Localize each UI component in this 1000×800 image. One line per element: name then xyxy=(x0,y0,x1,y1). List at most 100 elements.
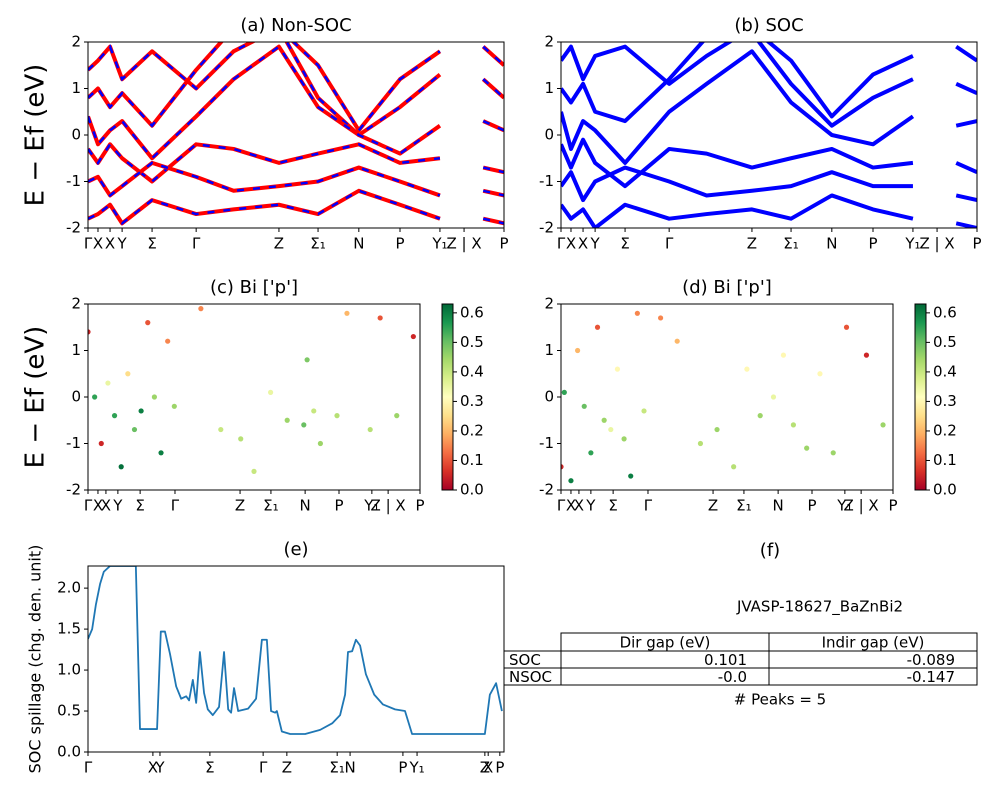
y-tick-label: 2.0 xyxy=(57,579,81,597)
point xyxy=(594,324,601,330)
x-tick-label: Z xyxy=(274,235,284,253)
y-tick-label: -1 xyxy=(539,172,554,190)
plot-area xyxy=(88,42,504,226)
y-tick-label: 1 xyxy=(71,341,81,359)
colorbar xyxy=(914,303,927,491)
axes-frame xyxy=(87,303,421,491)
x-tick-label: X xyxy=(93,497,103,515)
y-tick-label: 1 xyxy=(71,79,81,97)
y-tick-label: 0 xyxy=(71,126,81,144)
x-tick-label: Γ xyxy=(644,497,653,515)
x-tick-label: Z | X xyxy=(371,497,406,515)
band-dash xyxy=(88,189,504,226)
colorbar-tick-label: 0.3 xyxy=(933,392,957,410)
x-tick-label: X xyxy=(101,497,111,515)
x-tick-label: N xyxy=(826,235,837,253)
point xyxy=(111,413,118,419)
x-tick-label: Γ xyxy=(192,235,201,253)
x-tick-label: P xyxy=(495,759,504,777)
point xyxy=(770,394,777,400)
x-tick-label: X xyxy=(566,497,576,515)
colorbar-tick-label: 0.0 xyxy=(460,481,484,499)
row-label: NSOC xyxy=(509,668,552,686)
x-tick-label: P xyxy=(972,235,981,253)
x-tick-label: Y₁ xyxy=(836,497,852,515)
x-tick-label: X xyxy=(566,235,576,253)
y-tick-label: 1.0 xyxy=(57,661,81,679)
point xyxy=(561,389,567,395)
panel-title: (f) xyxy=(760,540,780,561)
x-tick-label: X xyxy=(574,497,584,515)
point xyxy=(658,315,664,321)
band-line xyxy=(561,49,977,165)
x-tick-label: Y₁ xyxy=(904,235,920,253)
point xyxy=(614,366,621,372)
point xyxy=(575,347,581,354)
plot-area xyxy=(561,42,977,228)
x-tick-label: Σ₁ xyxy=(783,235,799,253)
point xyxy=(731,464,737,470)
colorbar-tick-label: 0.2 xyxy=(933,421,957,439)
y-axis-label: SOC spillage (chg. den. unit) xyxy=(26,545,45,774)
panel-title: (e) xyxy=(283,539,308,560)
point xyxy=(334,413,340,419)
y-tick-label: 2 xyxy=(71,295,81,313)
x-tick-label: Z xyxy=(235,497,245,515)
x-tick-label: Γ xyxy=(557,235,566,253)
axes-frame xyxy=(560,303,894,491)
x-tick-label: Z | X xyxy=(919,235,954,253)
y-tick-label: 0 xyxy=(71,388,81,406)
point xyxy=(301,422,307,428)
point xyxy=(817,371,823,377)
x-tick-label: P xyxy=(395,235,404,253)
point xyxy=(561,464,564,470)
point xyxy=(138,408,144,414)
plot-area xyxy=(88,306,416,474)
point xyxy=(92,394,98,400)
point xyxy=(125,371,131,377)
axes-frame xyxy=(560,41,978,229)
plot-area xyxy=(561,310,886,484)
point xyxy=(88,329,91,335)
point xyxy=(714,426,720,433)
colorbar-tick-label: 0.6 xyxy=(460,303,484,321)
point xyxy=(674,338,680,344)
colorbar-tick-label: 0.4 xyxy=(933,362,957,380)
band-dash xyxy=(88,161,504,198)
point xyxy=(628,473,634,479)
panel-title: (c) Bi ['p'] xyxy=(210,277,298,298)
point xyxy=(568,478,574,484)
band-line xyxy=(561,42,977,119)
band-line xyxy=(561,137,977,189)
point xyxy=(377,315,383,321)
point xyxy=(697,440,704,447)
column-header: Indir gap (eV) xyxy=(822,634,925,652)
point xyxy=(171,403,177,409)
y-tick-label: -2 xyxy=(539,219,554,237)
point xyxy=(410,333,416,340)
point xyxy=(151,394,157,400)
y-tick-label: -1 xyxy=(66,172,81,190)
x-tick-label: P xyxy=(415,497,424,515)
x-tick-label: Y₁ xyxy=(431,235,447,253)
x-tick-label: Y xyxy=(154,759,165,777)
point xyxy=(863,352,870,358)
cell-value: -0.147 xyxy=(907,668,955,686)
point xyxy=(608,426,614,433)
x-tick-label: Σ₁ xyxy=(736,497,752,515)
x-tick-label: Y xyxy=(117,235,128,253)
point xyxy=(158,450,164,456)
panel-title: (b) SOC xyxy=(734,15,803,36)
y-tick-label: -2 xyxy=(539,481,554,499)
point xyxy=(581,403,587,409)
point xyxy=(394,413,400,419)
x-tick-label: Γ xyxy=(171,497,180,515)
y-tick-label: -1 xyxy=(66,434,81,452)
y-tick-label: -1 xyxy=(539,434,554,452)
x-tick-label: P xyxy=(888,497,897,515)
colorbar-tick-label: 0.3 xyxy=(460,392,484,410)
y-tick-label: 2 xyxy=(544,295,554,313)
point xyxy=(621,436,627,442)
y-tick-label: 1 xyxy=(544,341,554,359)
x-tick-label: Σ₁ xyxy=(263,497,279,515)
